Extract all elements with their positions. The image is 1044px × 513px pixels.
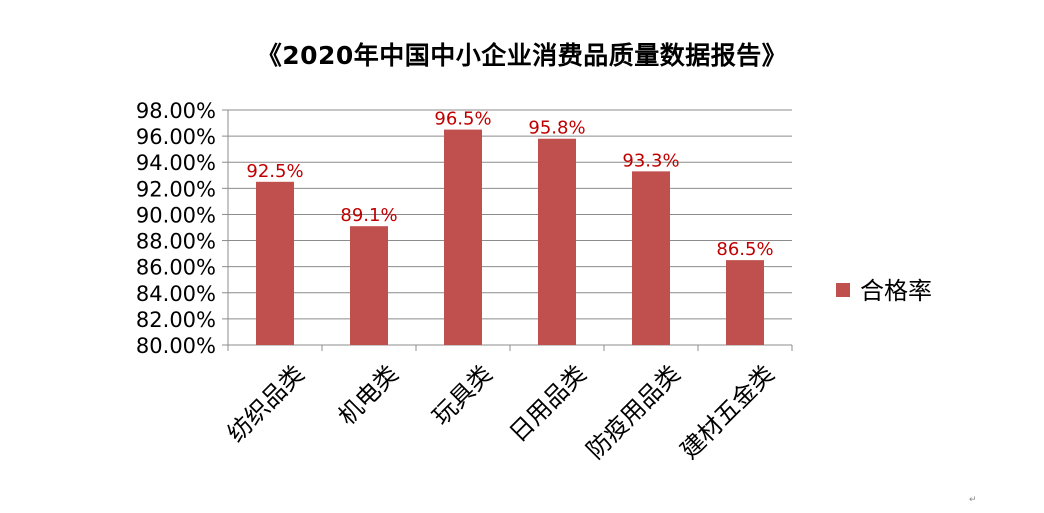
bar[interactable]	[726, 260, 764, 345]
y-tick-label: 92.00%	[136, 177, 216, 201]
y-tick-label: 84.00%	[136, 282, 216, 306]
chart-title: 《2020年中国中小企业消费品质量数据报告》	[256, 41, 788, 70]
y-tick-label: 94.00%	[136, 151, 216, 175]
legend-label: 合格率	[860, 277, 932, 305]
data-label: 89.1%	[340, 205, 397, 226]
x-tick-label: 日用品类	[504, 360, 592, 448]
data-label: 92.5%	[246, 161, 303, 182]
x-tick-label: 防疫用品类	[581, 360, 686, 465]
y-tick-label: 88.00%	[136, 230, 216, 254]
data-label: 96.5%	[434, 109, 491, 130]
bar[interactable]	[632, 171, 670, 345]
data-label: 95.8%	[528, 118, 585, 139]
y-tick-label: 86.00%	[136, 256, 216, 280]
bar[interactable]	[444, 129, 482, 345]
y-tick-label: 98.00%	[136, 99, 216, 123]
bar[interactable]	[350, 226, 388, 345]
data-label: 93.3%	[622, 150, 679, 171]
paragraph-mark-icon: ↵	[969, 495, 977, 505]
y-tick-label: 90.00%	[136, 203, 216, 227]
bar[interactable]	[256, 181, 294, 345]
data-label: 86.5%	[716, 239, 773, 260]
y-tick-label: 82.00%	[136, 308, 216, 332]
y-tick-label: 96.00%	[136, 125, 216, 149]
legend-swatch	[836, 283, 850, 297]
bar[interactable]	[538, 138, 576, 345]
y-tick-label: 80.00%	[136, 334, 216, 358]
x-tick-label: 建材五金类	[675, 360, 780, 465]
x-tick-label: 纺织品类	[222, 360, 310, 448]
x-tick-label: 玩具类	[427, 360, 498, 431]
x-tick-label: 机电类	[333, 360, 404, 431]
